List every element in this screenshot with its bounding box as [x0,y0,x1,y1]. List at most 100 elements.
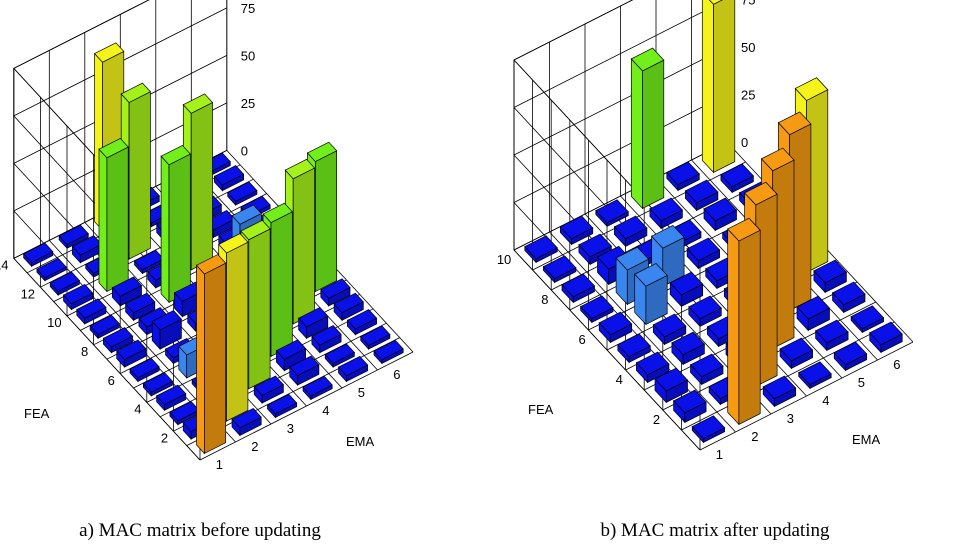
chart-caption: b) MAC matrix after updating [600,520,830,541]
bar [337,355,369,383]
bar [213,165,245,192]
bar [701,0,736,174]
bar [195,254,227,455]
bar [815,319,849,352]
y-tick-label: 4 [134,402,141,417]
x-tick-label: 3 [287,421,294,436]
z-tick-label: 75 [241,1,255,16]
bar [125,292,156,322]
bar [227,181,258,206]
bar [58,224,89,250]
chart-mac-after: 0255075100123456246810EMAFEAb) MAC matri… [497,0,914,541]
bar [580,295,614,324]
y-tick-label: 2 [161,430,168,445]
bar [831,281,866,314]
x-tick-label: 3 [787,411,794,426]
y-tick-label: 10 [47,315,61,330]
x-tick-label: 5 [858,375,865,390]
x-tick-label: 4 [822,393,829,408]
bar [116,339,147,368]
bar [686,237,721,270]
bar [89,314,120,340]
bar [324,343,355,368]
bar [630,47,665,210]
bar [727,217,761,426]
bar [691,415,726,444]
bar [703,197,738,232]
y-tick-label: 8 [541,292,548,307]
bar [373,339,404,365]
bar [129,357,160,383]
bar [253,375,284,404]
bar [684,179,719,212]
x-tick-label: 5 [358,385,365,400]
bar [688,295,722,328]
bar [298,306,329,340]
bar [666,161,700,192]
bar [98,137,129,293]
y-tick-label: 2 [653,412,660,427]
z-tick-label: 0 [241,143,248,158]
bar [869,321,903,354]
bar [617,333,651,364]
bar [133,249,165,275]
bar [796,295,831,332]
x-tick-label: 6 [393,367,400,382]
chart-mac-before: 02550751001234562468101214EMAFEAa) MAC m… [0,0,414,541]
x-tick-label: 2 [751,429,758,444]
bar [689,353,724,386]
y-tick-label: 6 [108,373,115,388]
x-axis-label: EMA [852,432,881,447]
bar [635,351,670,384]
x-tick-label: 4 [322,403,329,418]
y-tick-label: 14 [0,258,8,273]
bar [289,355,320,386]
z-tick-label: 25 [241,96,255,111]
z-tick-label: 25 [741,88,755,103]
bar [102,327,134,354]
bar [76,298,107,325]
z-tick-label: 0 [741,135,748,150]
bar [813,259,847,294]
bar [649,197,683,230]
x-tick-label: 2 [251,439,258,454]
bar [231,407,262,437]
x-tick-label: 1 [716,447,723,462]
bar [320,278,351,307]
bar [833,341,868,372]
bar [542,255,577,284]
bar [720,163,754,194]
z-tick-label: 75 [741,0,755,8]
bar [798,361,832,390]
chart-caption: a) MAC matrix before updating [79,520,321,541]
x-axis-label: EMA [346,434,375,449]
bar [850,305,885,334]
y-tick-label: 4 [616,372,623,387]
bar [360,325,391,350]
bar [71,235,103,264]
bar [779,337,814,370]
bar [561,273,596,304]
z-tick-label: 50 [741,40,755,55]
bars [23,42,404,455]
x-tick-label: 6 [893,357,900,372]
bar [673,389,707,424]
bar [669,271,704,308]
bar [613,215,648,248]
bar [49,271,80,296]
bar [23,242,54,268]
bar [169,401,200,426]
bar [142,372,174,397]
bar [524,235,558,264]
bars [524,0,903,444]
bar [311,325,342,354]
bar [346,309,378,336]
bar [671,331,705,366]
bar [302,375,333,401]
x-tick-label: 1 [216,457,223,472]
y-tick-label: 10 [497,252,511,267]
bar [160,144,191,304]
bar [559,215,594,246]
y-axis-label: FEA [24,406,50,421]
